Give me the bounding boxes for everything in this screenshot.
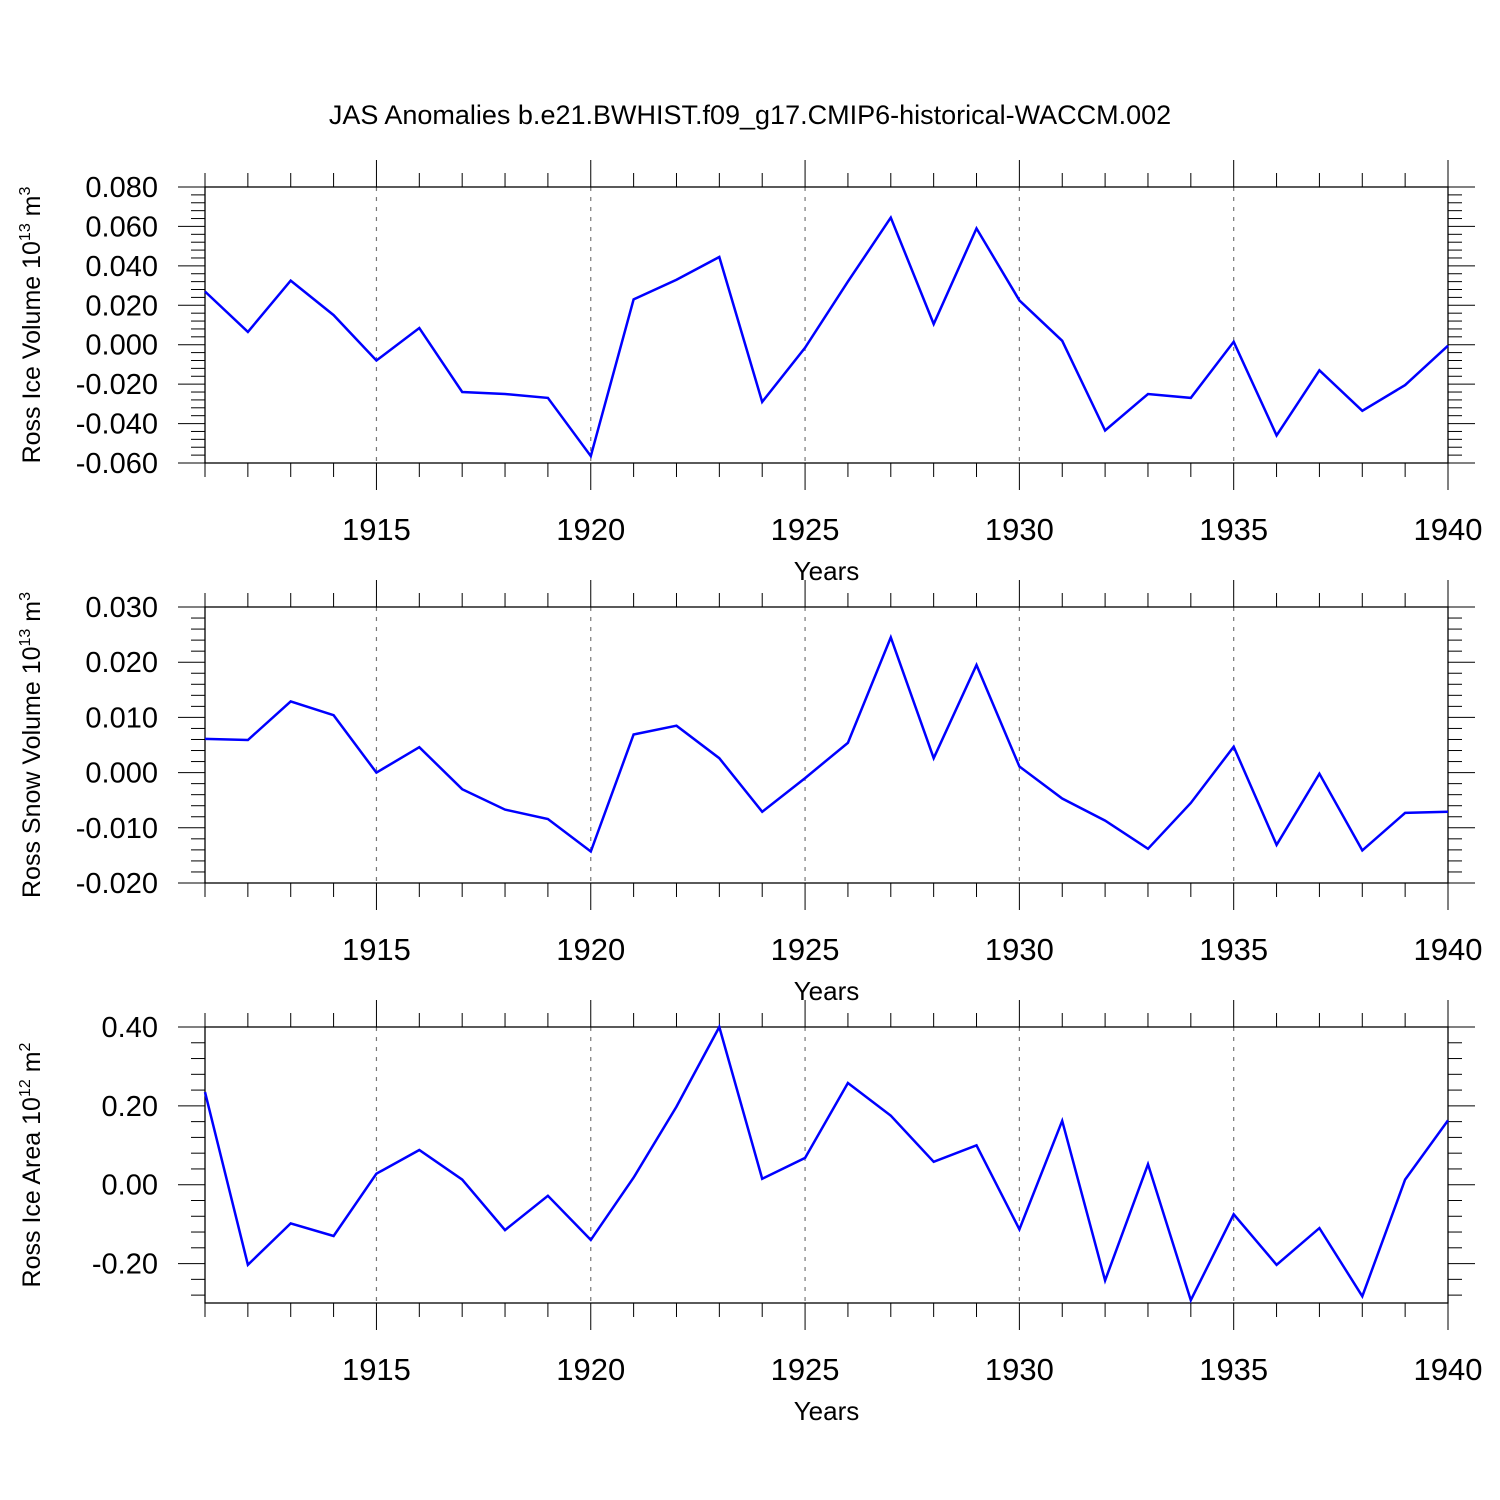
x-tick-label: 1940 [1414,512,1483,547]
x-axis-label: Years [794,1396,860,1426]
x-tick-label: 1915 [342,932,411,967]
panel-3: -0.20 0.00 0.20 0.40 1915 1920 1925 1930 1935 194… [17,1000,1482,1426]
plot-frame [204,606,1449,884]
y-tick-label: -0.20 [92,1249,158,1281]
x-axis-label: Years [794,556,860,586]
y-tick-label: 0.020 [85,647,158,679]
y-tick-label: 0.000 [85,330,158,362]
x-tick-label: 1935 [1199,932,1268,967]
x-tick-label: 1925 [771,512,840,547]
y-tick-label: 0.020 [85,290,158,322]
y-tick-label: 0.40 [102,1012,158,1044]
x-tick-label: 1920 [556,1352,625,1387]
y-axis-label: Ross Ice Area 1012 m2 [17,1042,46,1287]
y-tick-label: 0.00 [102,1170,158,1202]
y-tick-label: 0.20 [102,1091,158,1123]
x-tick-label: 1925 [771,932,840,967]
x-tick-label: 1930 [985,1352,1054,1387]
x-axis-label: Years [794,976,860,1006]
x-tick-label: 1930 [985,932,1054,967]
panel-2: -0.020 -0.010 0.000 0.010 0.020 0.030 1915 1920… [17,580,1482,1006]
x-tick-label: 1935 [1199,1352,1268,1387]
y-tick-label: 0.000 [85,758,158,790]
figure-title: JAS Anomalies b.e21.BWHIST.f09_g17.CMIP6… [329,100,1171,130]
x-tick-label: 1915 [342,1352,411,1387]
y-tick-label: -0.020 [76,369,158,401]
plot-frame [204,1026,1449,1304]
x-tick-label: 1920 [556,512,625,547]
series-line [204,633,1449,854]
y-tick-label: 0.060 [85,211,158,243]
x-tick-label: 1930 [985,512,1054,547]
plot-frame [204,186,1449,464]
x-tick-label: 1920 [556,932,625,967]
y-axis-label: Ross Ice Volume 1013 m3 [17,186,46,463]
y-tick-label: 0.040 [85,251,158,283]
y-tick-label: -0.060 [76,448,158,480]
y-tick-label: 0.030 [85,592,158,624]
x-tick-label: 1940 [1414,1352,1483,1387]
x-tick-label: 1915 [342,512,411,547]
y-axis-label: Ross Snow Volume 1013 m3 [17,592,46,898]
y-tick-label: 0.080 [85,172,158,204]
y-tick-label: -0.010 [76,813,158,845]
y-tick-label: -0.020 [76,868,158,900]
y-tick-label: 0.010 [85,702,158,734]
series-line [204,214,1449,459]
x-tick-label: 1925 [771,1352,840,1387]
x-tick-label: 1935 [1199,512,1268,547]
y-tick-label: -0.040 [76,409,158,441]
series-line [203,1023,1450,1304]
x-tick-label: 1940 [1414,932,1483,967]
